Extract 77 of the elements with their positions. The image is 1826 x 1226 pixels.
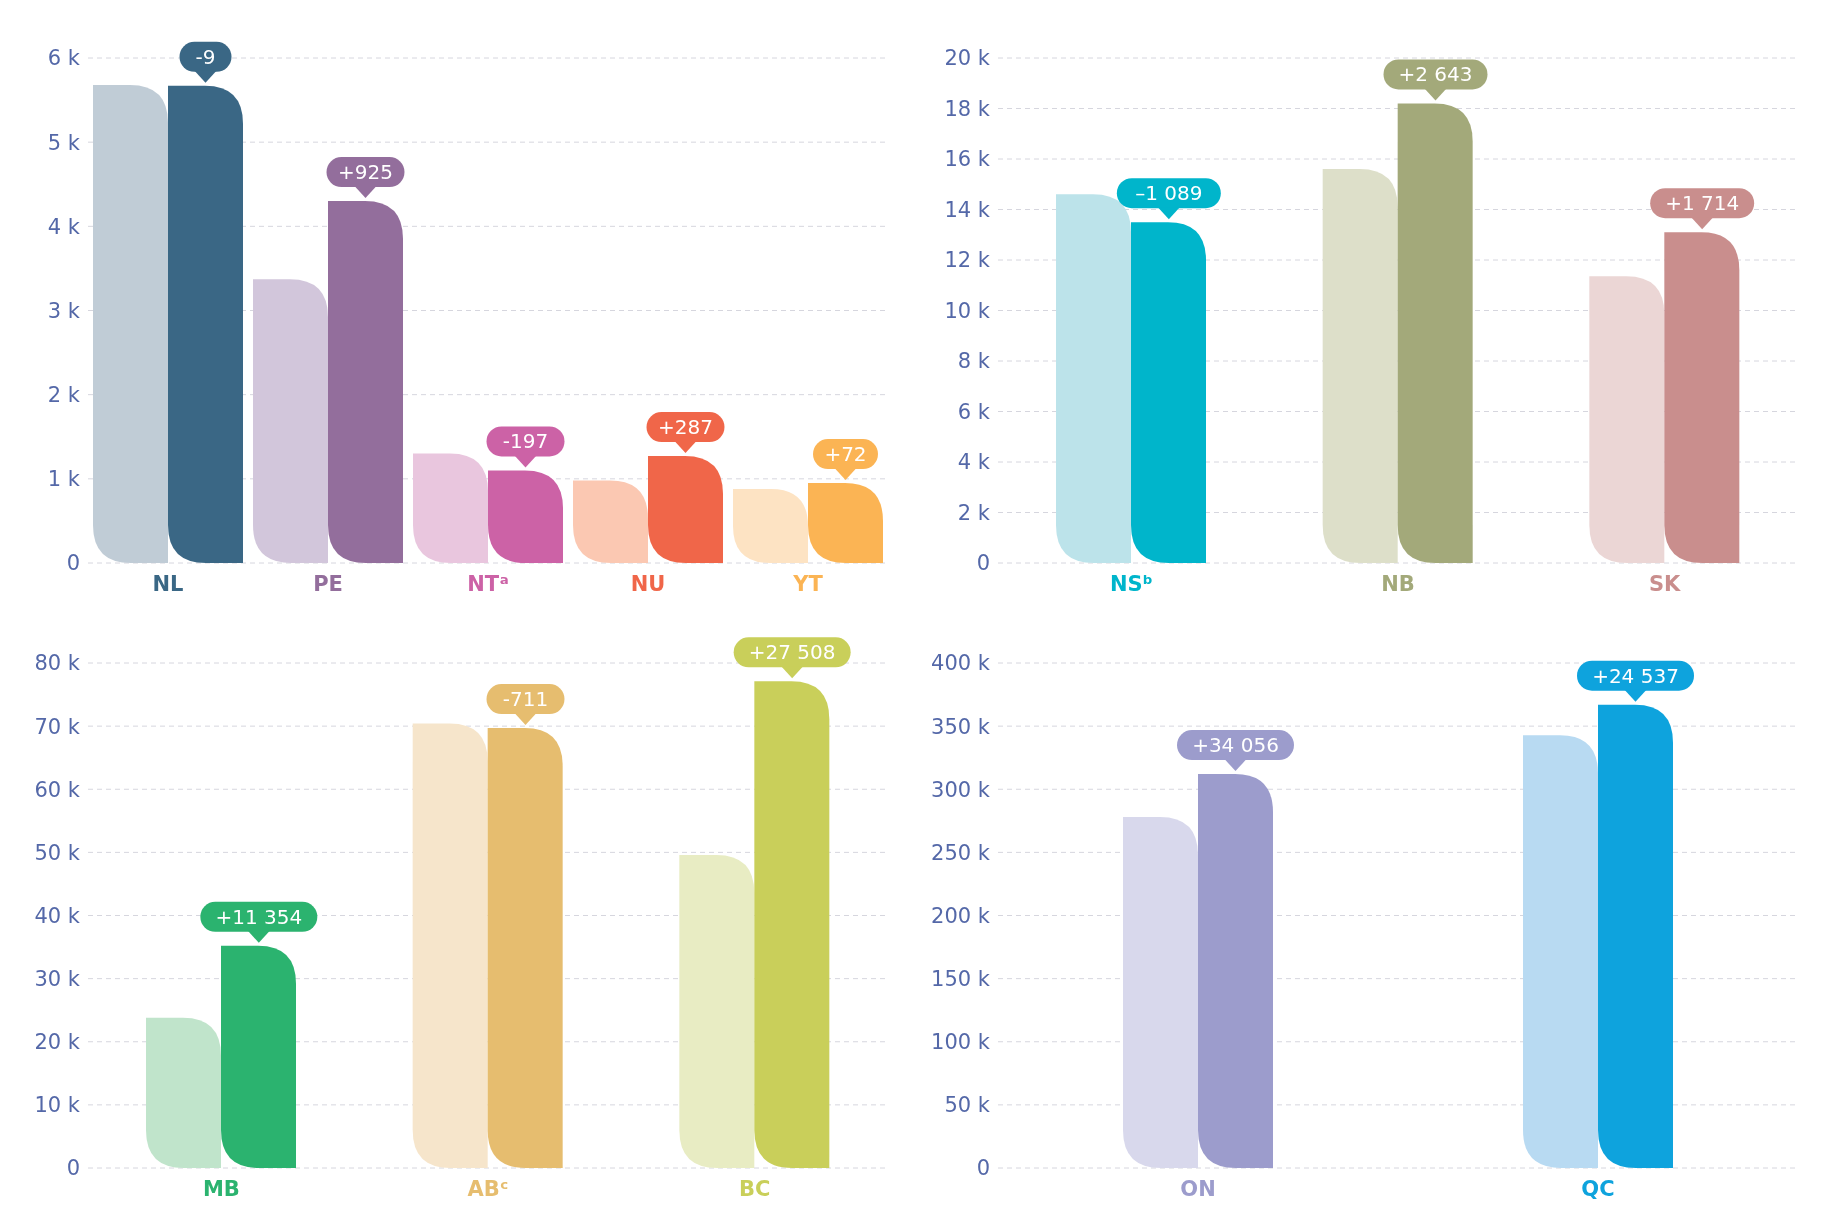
y-tick-label: 200 k [931,903,991,928]
y-tick-label: 5 k [47,130,81,155]
y-tick-label: 50 k [34,840,81,865]
y-tick-label: 70 k [34,714,81,739]
bar [487,728,563,1168]
bar [1322,169,1398,563]
x-tick-label: BC [738,1177,771,1201]
x-tick-label: NL [152,572,184,596]
bar [1198,774,1273,1168]
x-tick-label: NTᵃ [467,572,509,596]
annotation: -711 [502,687,549,712]
y-tick-label: 3 k [47,298,81,323]
y-tick-label: 0 [976,551,990,576]
y-tick-label: 100 k [931,1030,991,1055]
bar [93,84,168,563]
x-tick-label: PE [313,572,343,596]
bar [648,456,723,563]
y-tick-label: 14 k [944,197,991,222]
y-tick-label: 40 k [34,903,81,928]
annotation: +925 [338,160,393,185]
y-tick-label: 20 k [34,1030,81,1055]
y-tick-label: 20 k [944,46,991,71]
annotation: -9 [195,44,216,69]
y-tick-label: 50 k [944,1093,991,1118]
annotation: +2 643 [1398,62,1473,87]
bar [1123,817,1198,1168]
x-tick-label: NU [630,572,666,596]
y-tick-label: 6 k [957,399,991,424]
y-tick-label: 150 k [931,967,991,992]
y-tick-label: 4 k [47,214,81,239]
annotation: +11 354 [215,904,303,929]
x-tick-label: QC [1581,1177,1615,1201]
y-tick-label: 2 k [47,383,81,408]
y-tick-label: 30 k [34,967,81,992]
y-tick-label: 0 [66,551,80,576]
y-tick-label: 60 k [34,777,81,802]
annotation: +27 508 [748,640,836,665]
y-tick-label: 6 k [47,46,81,71]
y-tick-label: 18 k [944,96,991,121]
x-tick-label: ABᶜ [467,1177,509,1201]
y-tick-label: 400 k [931,651,991,676]
y-tick-label: 80 k [34,651,81,676]
x-tick-label: SK [1648,572,1682,596]
bar [679,854,755,1168]
x-tick-label: NSᵇ [1109,572,1153,596]
annotation: +1 714 [1665,191,1740,216]
bar [412,723,488,1168]
bar [146,1017,221,1168]
annotation: +24 537 [1592,663,1679,688]
x-tick-label: ON [1180,1177,1216,1201]
bar [328,201,403,563]
y-tick-label: 8 k [957,349,991,374]
x-tick-label: MB [202,1177,240,1201]
bar [1589,276,1665,563]
y-tick-label: 1 k [47,467,81,492]
y-tick-label: 300 k [931,777,991,802]
y-tick-label: 12 k [944,248,991,273]
y-tick-label: 0 [66,1156,80,1181]
annotation: +34 056 [1192,733,1279,758]
y-tick-label: 10 k [34,1093,81,1118]
bar [1056,194,1131,563]
y-tick-label: 16 k [944,147,991,172]
y-tick-label: 350 k [931,714,991,739]
y-tick-label: 250 k [931,840,991,865]
y-tick-label: 10 k [944,298,991,323]
annotation: –1 089 [1135,181,1203,206]
x-tick-label: YT [792,572,824,596]
annotation: +287 [658,415,713,440]
annotation: +72 [824,442,867,467]
y-tick-label: 2 k [957,500,991,525]
y-tick-label: 0 [976,1156,990,1181]
y-tick-label: 4 k [957,450,991,475]
bar [413,453,488,563]
x-tick-label: NB [1381,572,1415,596]
annotation: -197 [502,429,549,454]
bar [1523,735,1598,1168]
bar [253,279,328,563]
